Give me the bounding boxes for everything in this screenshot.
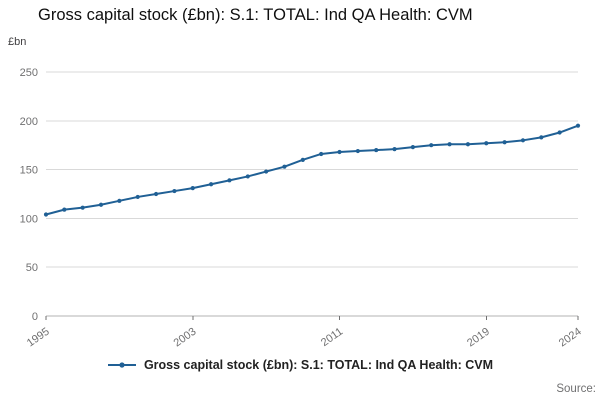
svg-text:2003: 2003 (172, 326, 199, 350)
svg-text:0: 0 (32, 311, 38, 323)
svg-text:250: 250 (20, 67, 38, 79)
svg-text:100: 100 (20, 213, 38, 225)
svg-text:150: 150 (20, 165, 38, 177)
source-label: Source: (556, 383, 596, 395)
svg-text:50: 50 (26, 262, 38, 274)
legend-label: Gross capital stock (£bn): S.1: TOTAL: I… (143, 358, 494, 372)
legend-line-marker-icon (107, 362, 136, 368)
svg-text:2011: 2011 (319, 326, 345, 349)
line-chart: 0 50 100 150 200 250 1995 2003 2011 2019 2024 (20, 67, 584, 350)
chart-title: Gross capital stock (£bn): S.1: TOTAL: I… (38, 6, 473, 24)
svg-text:1995: 1995 (25, 326, 52, 350)
svg-text:2019: 2019 (465, 326, 492, 350)
svg-text:200: 200 (20, 116, 38, 128)
legend: Gross capital stock (£bn): S.1: TOTAL: I… (0, 358, 600, 372)
legend-item[interactable]: Gross capital stock (£bn): S.1: TOTAL: I… (107, 358, 493, 372)
y-axis-unit-label: £bn (8, 36, 27, 48)
svg-text:2024: 2024 (557, 326, 584, 350)
